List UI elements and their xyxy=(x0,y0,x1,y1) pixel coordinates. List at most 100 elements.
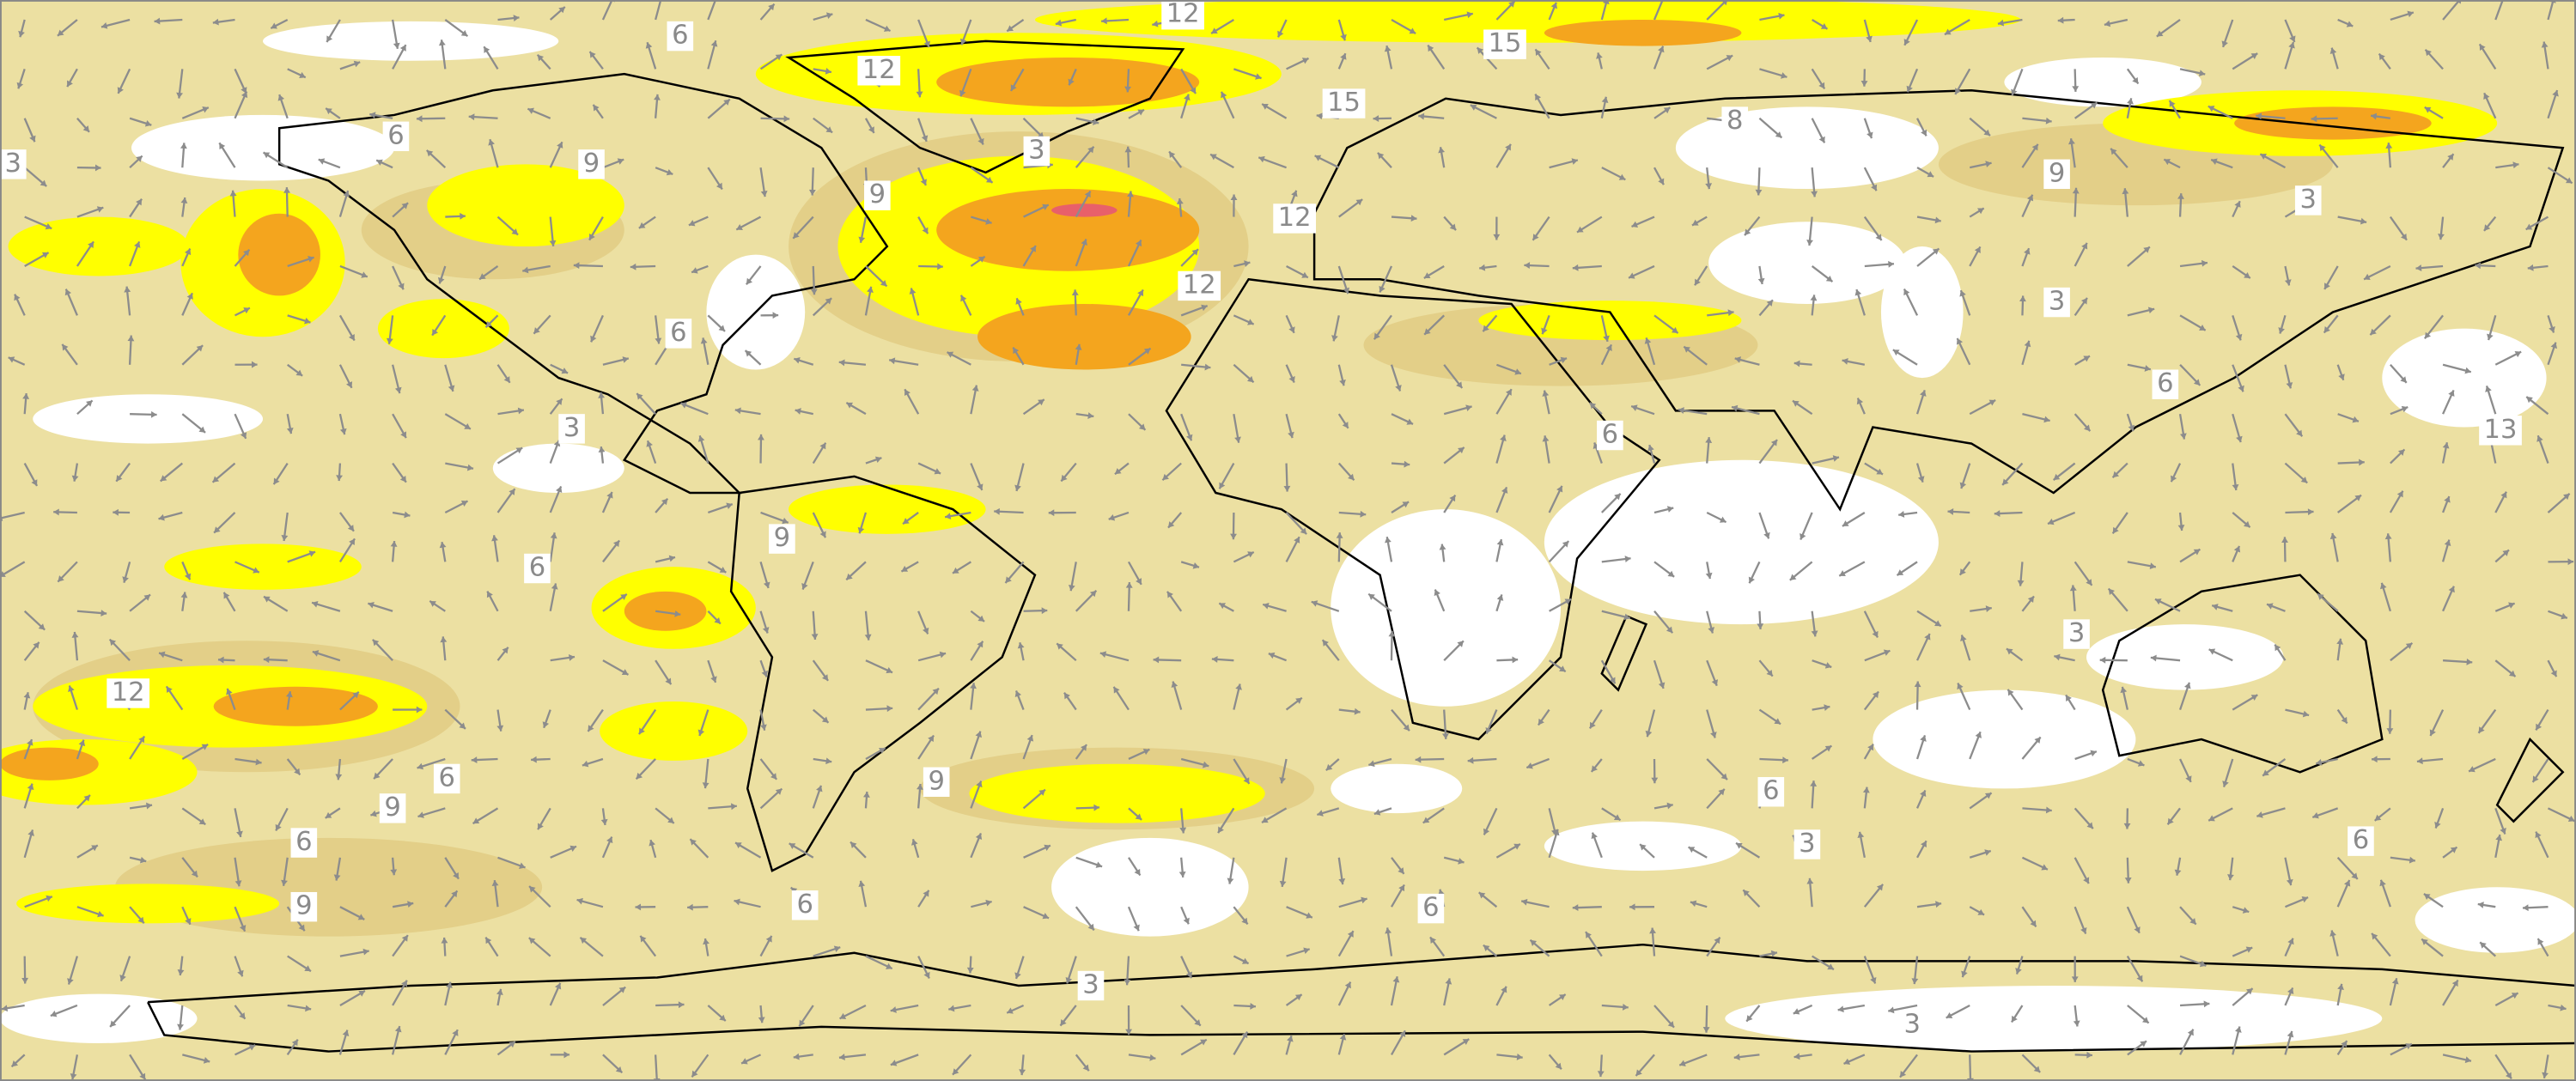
arrow-head xyxy=(1806,240,1813,246)
arrow-head xyxy=(2054,653,2061,661)
arrow-head xyxy=(2244,272,2250,278)
arrow-head xyxy=(2360,217,2367,225)
arrow-head xyxy=(71,475,79,482)
shaded-region xyxy=(2415,887,2576,953)
arrow-head xyxy=(1860,81,1868,87)
arrow-head xyxy=(1727,309,1734,317)
new-zealand xyxy=(2495,737,2565,823)
arrow-head xyxy=(2379,582,2387,590)
arrow-head xyxy=(736,223,743,230)
shaded-region xyxy=(492,443,624,494)
arrow-head xyxy=(1406,418,1414,425)
arrow-head xyxy=(201,744,209,750)
arrow-head xyxy=(127,335,135,342)
arrow-head xyxy=(1726,55,1733,62)
arrow-head xyxy=(1883,649,1891,656)
arrow-head xyxy=(2550,342,2558,349)
arrow-head xyxy=(1956,338,1964,345)
arrow-head xyxy=(1019,1069,1026,1076)
arrow-head xyxy=(1235,683,1242,690)
arrow-head xyxy=(563,1051,570,1059)
arrow-head xyxy=(1856,398,1864,405)
arrow-head xyxy=(886,705,893,713)
arrow-head xyxy=(890,1006,897,1013)
arrow-head xyxy=(1888,1006,1895,1014)
arrow-head xyxy=(636,393,643,400)
arrow-head xyxy=(760,724,767,731)
arrow-head xyxy=(88,241,94,249)
arrow-head xyxy=(372,639,380,647)
arrow-head xyxy=(795,408,801,415)
arrow-head xyxy=(615,1066,623,1073)
arrow-head xyxy=(916,91,923,98)
arrow-head xyxy=(1774,718,1781,725)
arrow-head xyxy=(2120,686,2128,694)
arrow-head xyxy=(263,656,270,664)
arrow-head xyxy=(1262,103,1269,110)
arrow-head xyxy=(2487,333,2494,341)
arrow-head xyxy=(1246,375,1254,383)
arrow-head xyxy=(460,212,466,220)
arrow-head xyxy=(2174,869,2182,876)
arrow-head xyxy=(386,337,393,344)
arrow-head xyxy=(1415,756,1422,763)
arrow-head xyxy=(347,525,354,531)
arrow-head xyxy=(2288,42,2295,49)
arrow-head xyxy=(762,627,770,634)
arrow-head xyxy=(202,106,209,113)
arrow-head xyxy=(304,317,311,325)
arrow-head xyxy=(569,845,577,852)
arrow-head xyxy=(1087,412,1094,419)
shaded-region xyxy=(1725,986,2383,1052)
shaded-region xyxy=(1708,222,1906,304)
arrow-head xyxy=(977,615,985,622)
arrow-head xyxy=(144,120,152,127)
arrow-head xyxy=(511,228,519,235)
arrow-head xyxy=(1087,923,1094,931)
arrow-head xyxy=(735,842,742,849)
arrow-head xyxy=(294,768,301,775)
arrow-head xyxy=(928,735,935,743)
arrow-head xyxy=(2142,1017,2149,1023)
arrow-head xyxy=(538,823,544,830)
arrow-head xyxy=(2033,1066,2041,1072)
arrow-head xyxy=(1552,829,1560,836)
arrow-head xyxy=(1516,1054,1523,1060)
arrow-head xyxy=(2479,44,2486,52)
arrow-head xyxy=(446,981,453,988)
arrow-head xyxy=(730,803,737,811)
arrow-head xyxy=(1898,510,1905,518)
arrow-head xyxy=(2233,545,2241,553)
arrow-head xyxy=(264,596,271,603)
arrow-head xyxy=(2480,942,2487,949)
arrow-head xyxy=(31,479,38,486)
arrow-head xyxy=(846,402,854,409)
arrow-head xyxy=(2438,234,2445,240)
arrow-head xyxy=(62,343,69,351)
arrow-head xyxy=(726,502,733,509)
arrow-head xyxy=(1247,319,1254,325)
arrow-head xyxy=(438,39,446,46)
arrow-head xyxy=(58,575,64,582)
arrow-head xyxy=(598,392,606,398)
arrow-head xyxy=(100,610,107,616)
arrow-head xyxy=(1227,878,1234,884)
arrow-head xyxy=(486,591,493,598)
arrow-head xyxy=(691,1070,698,1078)
arrow-head xyxy=(1624,556,1631,562)
arrow-head xyxy=(917,783,923,790)
arrow-head xyxy=(850,841,857,849)
arrow-head xyxy=(761,670,768,677)
arrow-head xyxy=(1605,344,1612,351)
arrow-head xyxy=(1888,260,1894,268)
arrow-head xyxy=(240,432,247,439)
arrow-head xyxy=(1870,976,1877,984)
contour-label: 3 xyxy=(2049,287,2065,317)
arrow-head xyxy=(2189,918,2196,925)
arrow-head xyxy=(2407,10,2414,18)
arrow-head xyxy=(816,785,823,793)
arrow-head xyxy=(923,40,930,48)
arrow-head xyxy=(1317,810,1324,817)
arrow-head xyxy=(97,910,104,918)
arrow-head xyxy=(150,410,157,418)
